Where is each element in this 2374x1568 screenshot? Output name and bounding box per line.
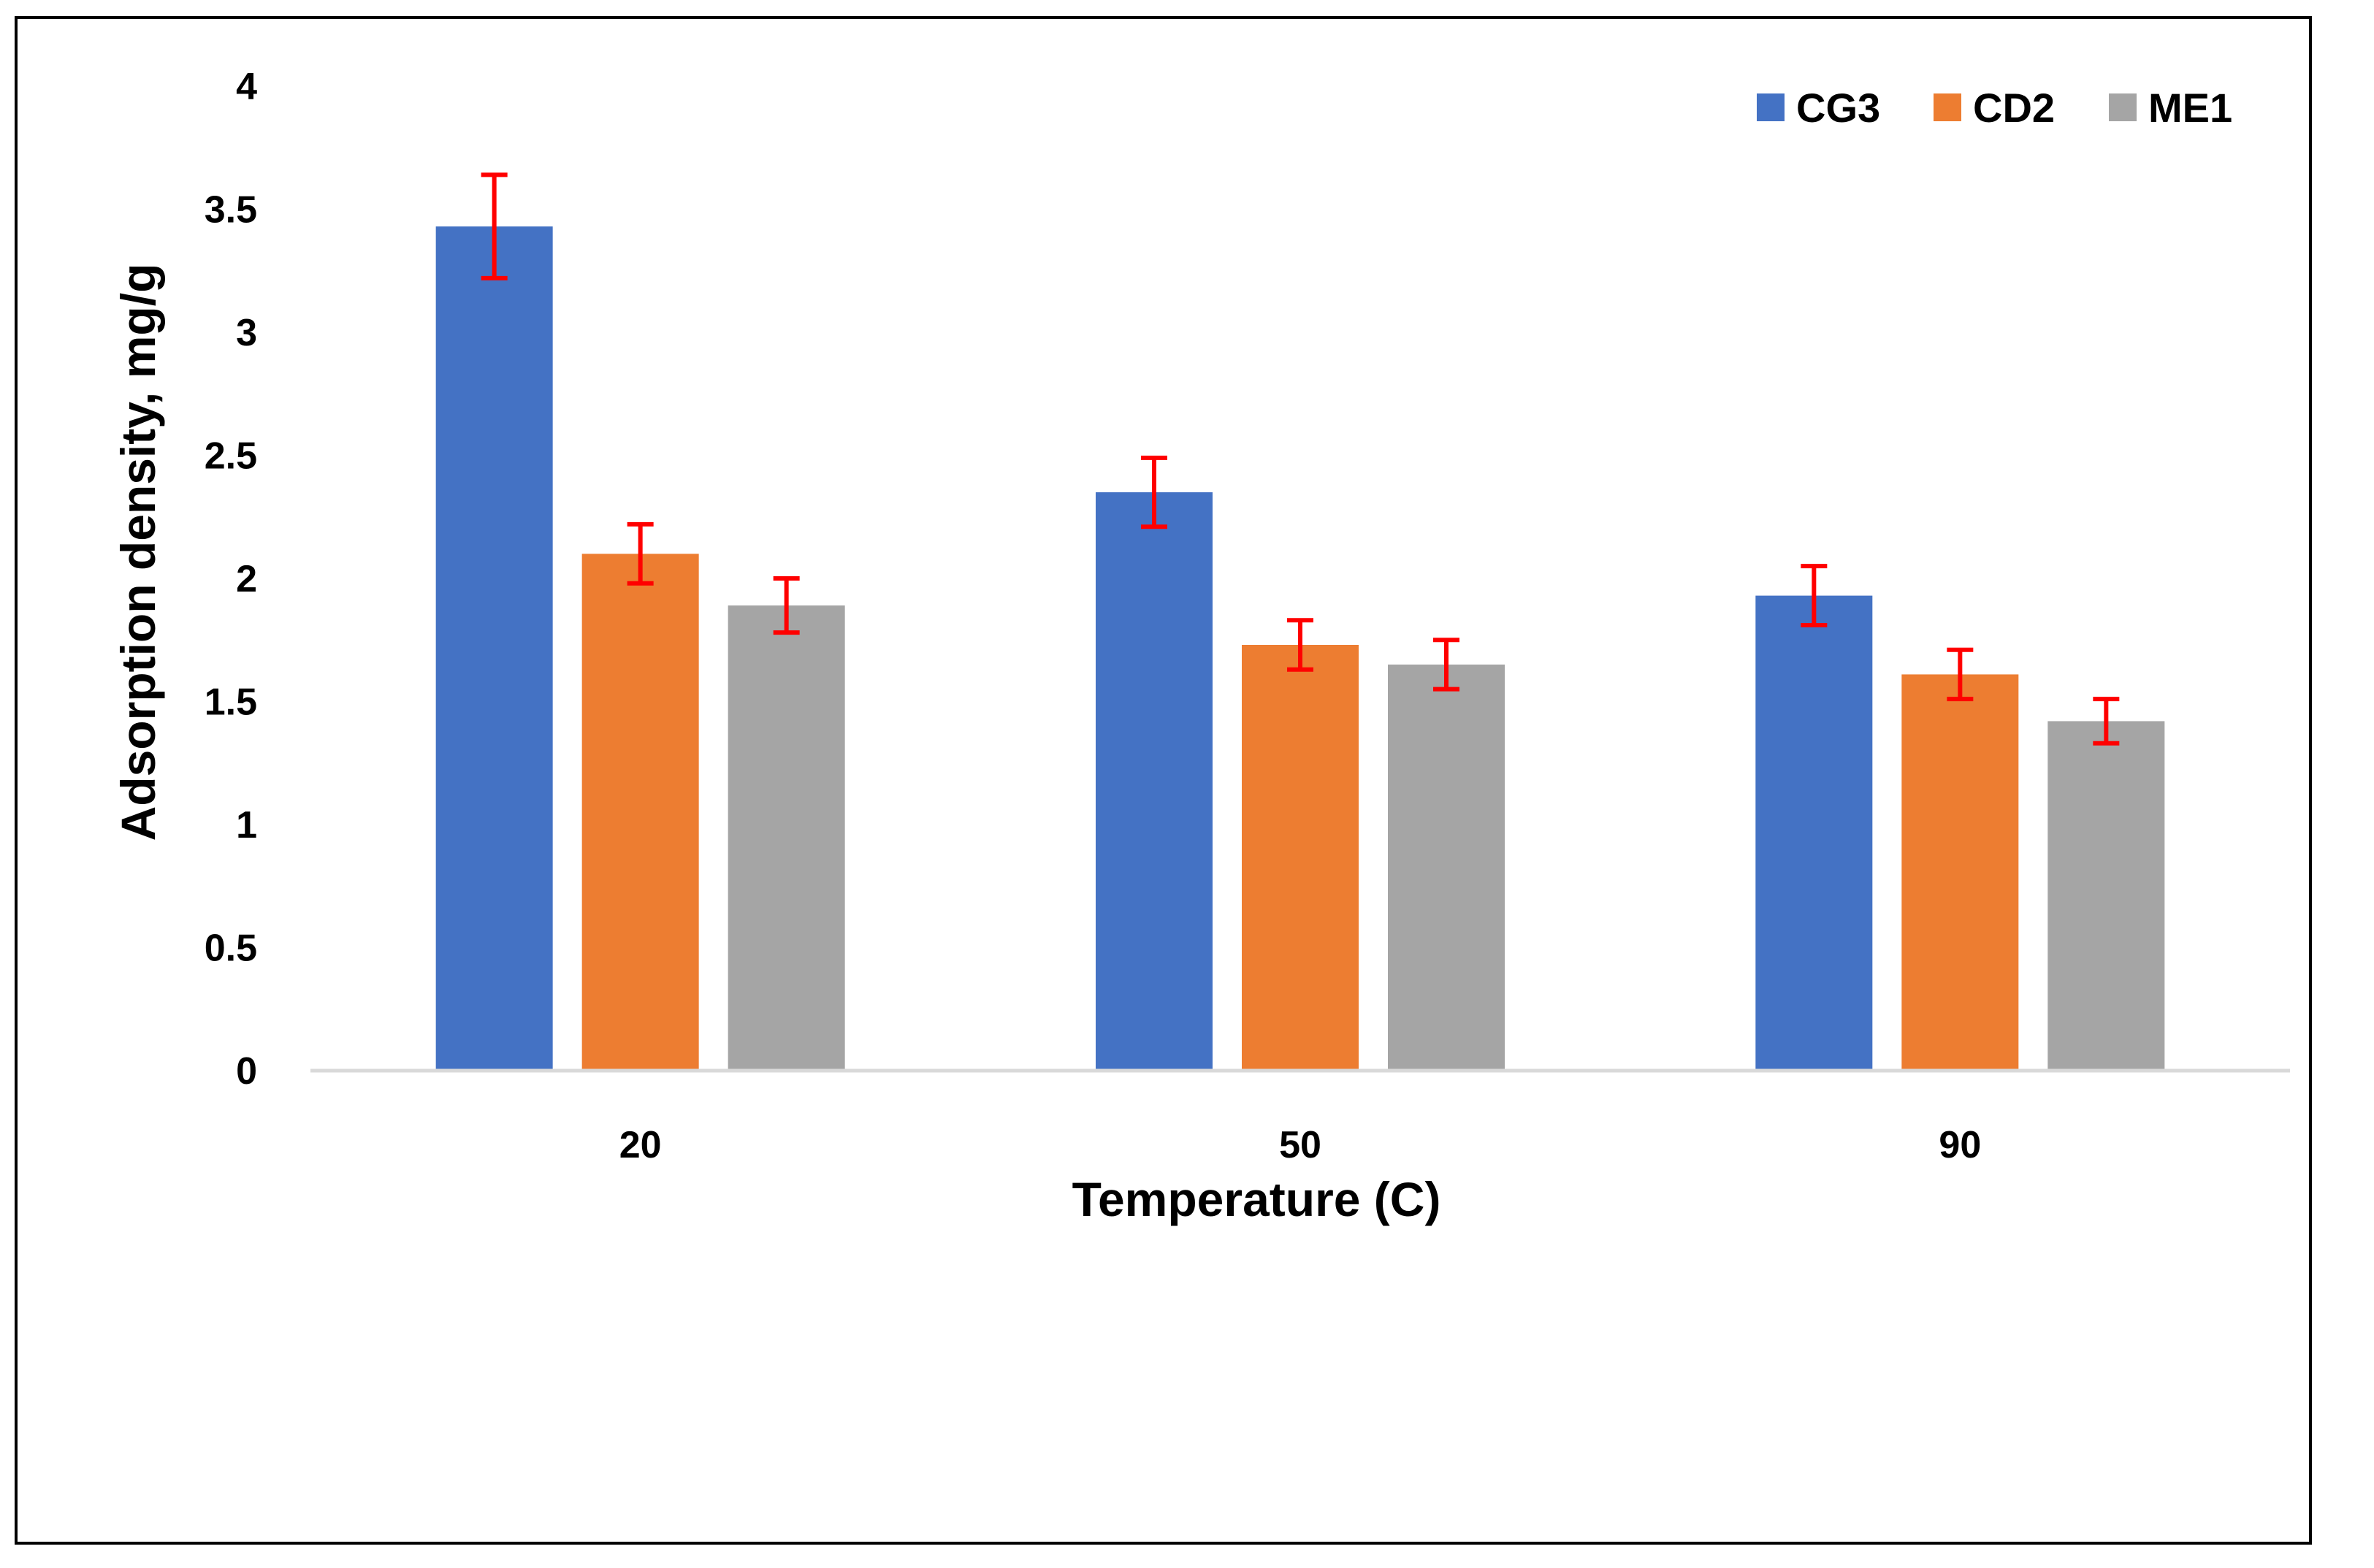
y-tick-label: 1.5	[205, 681, 257, 724]
bar-cg3-90	[1755, 595, 1873, 1071]
legend-swatch-cd2	[1934, 93, 1961, 121]
legend-swatch-cg3	[1757, 93, 1785, 121]
bar-cg3-50	[1096, 492, 1213, 1071]
y-tick-label: 0.5	[205, 928, 257, 970]
legend-swatch-me1	[2109, 93, 2137, 121]
legend-label-me1: ME1	[2148, 85, 2232, 131]
x-axis-ticks: 20 50 90	[619, 1124, 1982, 1166]
y-axis-title: Adsorption density, mg/g	[111, 264, 165, 841]
x-tick-label: 20	[619, 1124, 662, 1166]
x-tick-label: 90	[1939, 1124, 1981, 1166]
error-bars	[481, 172, 2120, 746]
legend: CG3 CD2 ME1	[1757, 85, 2232, 131]
y-tick-label: 3	[236, 312, 257, 354]
legend-label-cd2: CD2	[1973, 85, 2055, 131]
bar-series	[435, 226, 2165, 1071]
y-tick-label: 1	[236, 804, 257, 846]
y-tick-label: 2	[236, 558, 257, 600]
x-axis-title: Temperature (C)	[1072, 1172, 1441, 1226]
bar-cd2-90	[1901, 674, 2019, 1071]
bar-cg3-20	[435, 226, 553, 1071]
y-tick-label: 3.5	[205, 189, 257, 232]
y-axis-ticks: 0 0.5 1 1.5 2 2.5 3 3.5 4	[205, 66, 257, 1093]
y-tick-label: 0	[236, 1050, 257, 1093]
bar-cd2-50	[1242, 644, 1359, 1071]
y-tick-label: 4	[236, 66, 257, 108]
bar-me1-20	[728, 605, 845, 1071]
bar-cd2-20	[581, 554, 699, 1071]
x-tick-label: 50	[1279, 1124, 1321, 1166]
bar-me1-50	[1388, 664, 1505, 1071]
y-tick-label: 2.5	[205, 435, 257, 478]
bar-me1-90	[2047, 721, 2165, 1071]
legend-label-cg3: CG3	[1796, 85, 1880, 131]
